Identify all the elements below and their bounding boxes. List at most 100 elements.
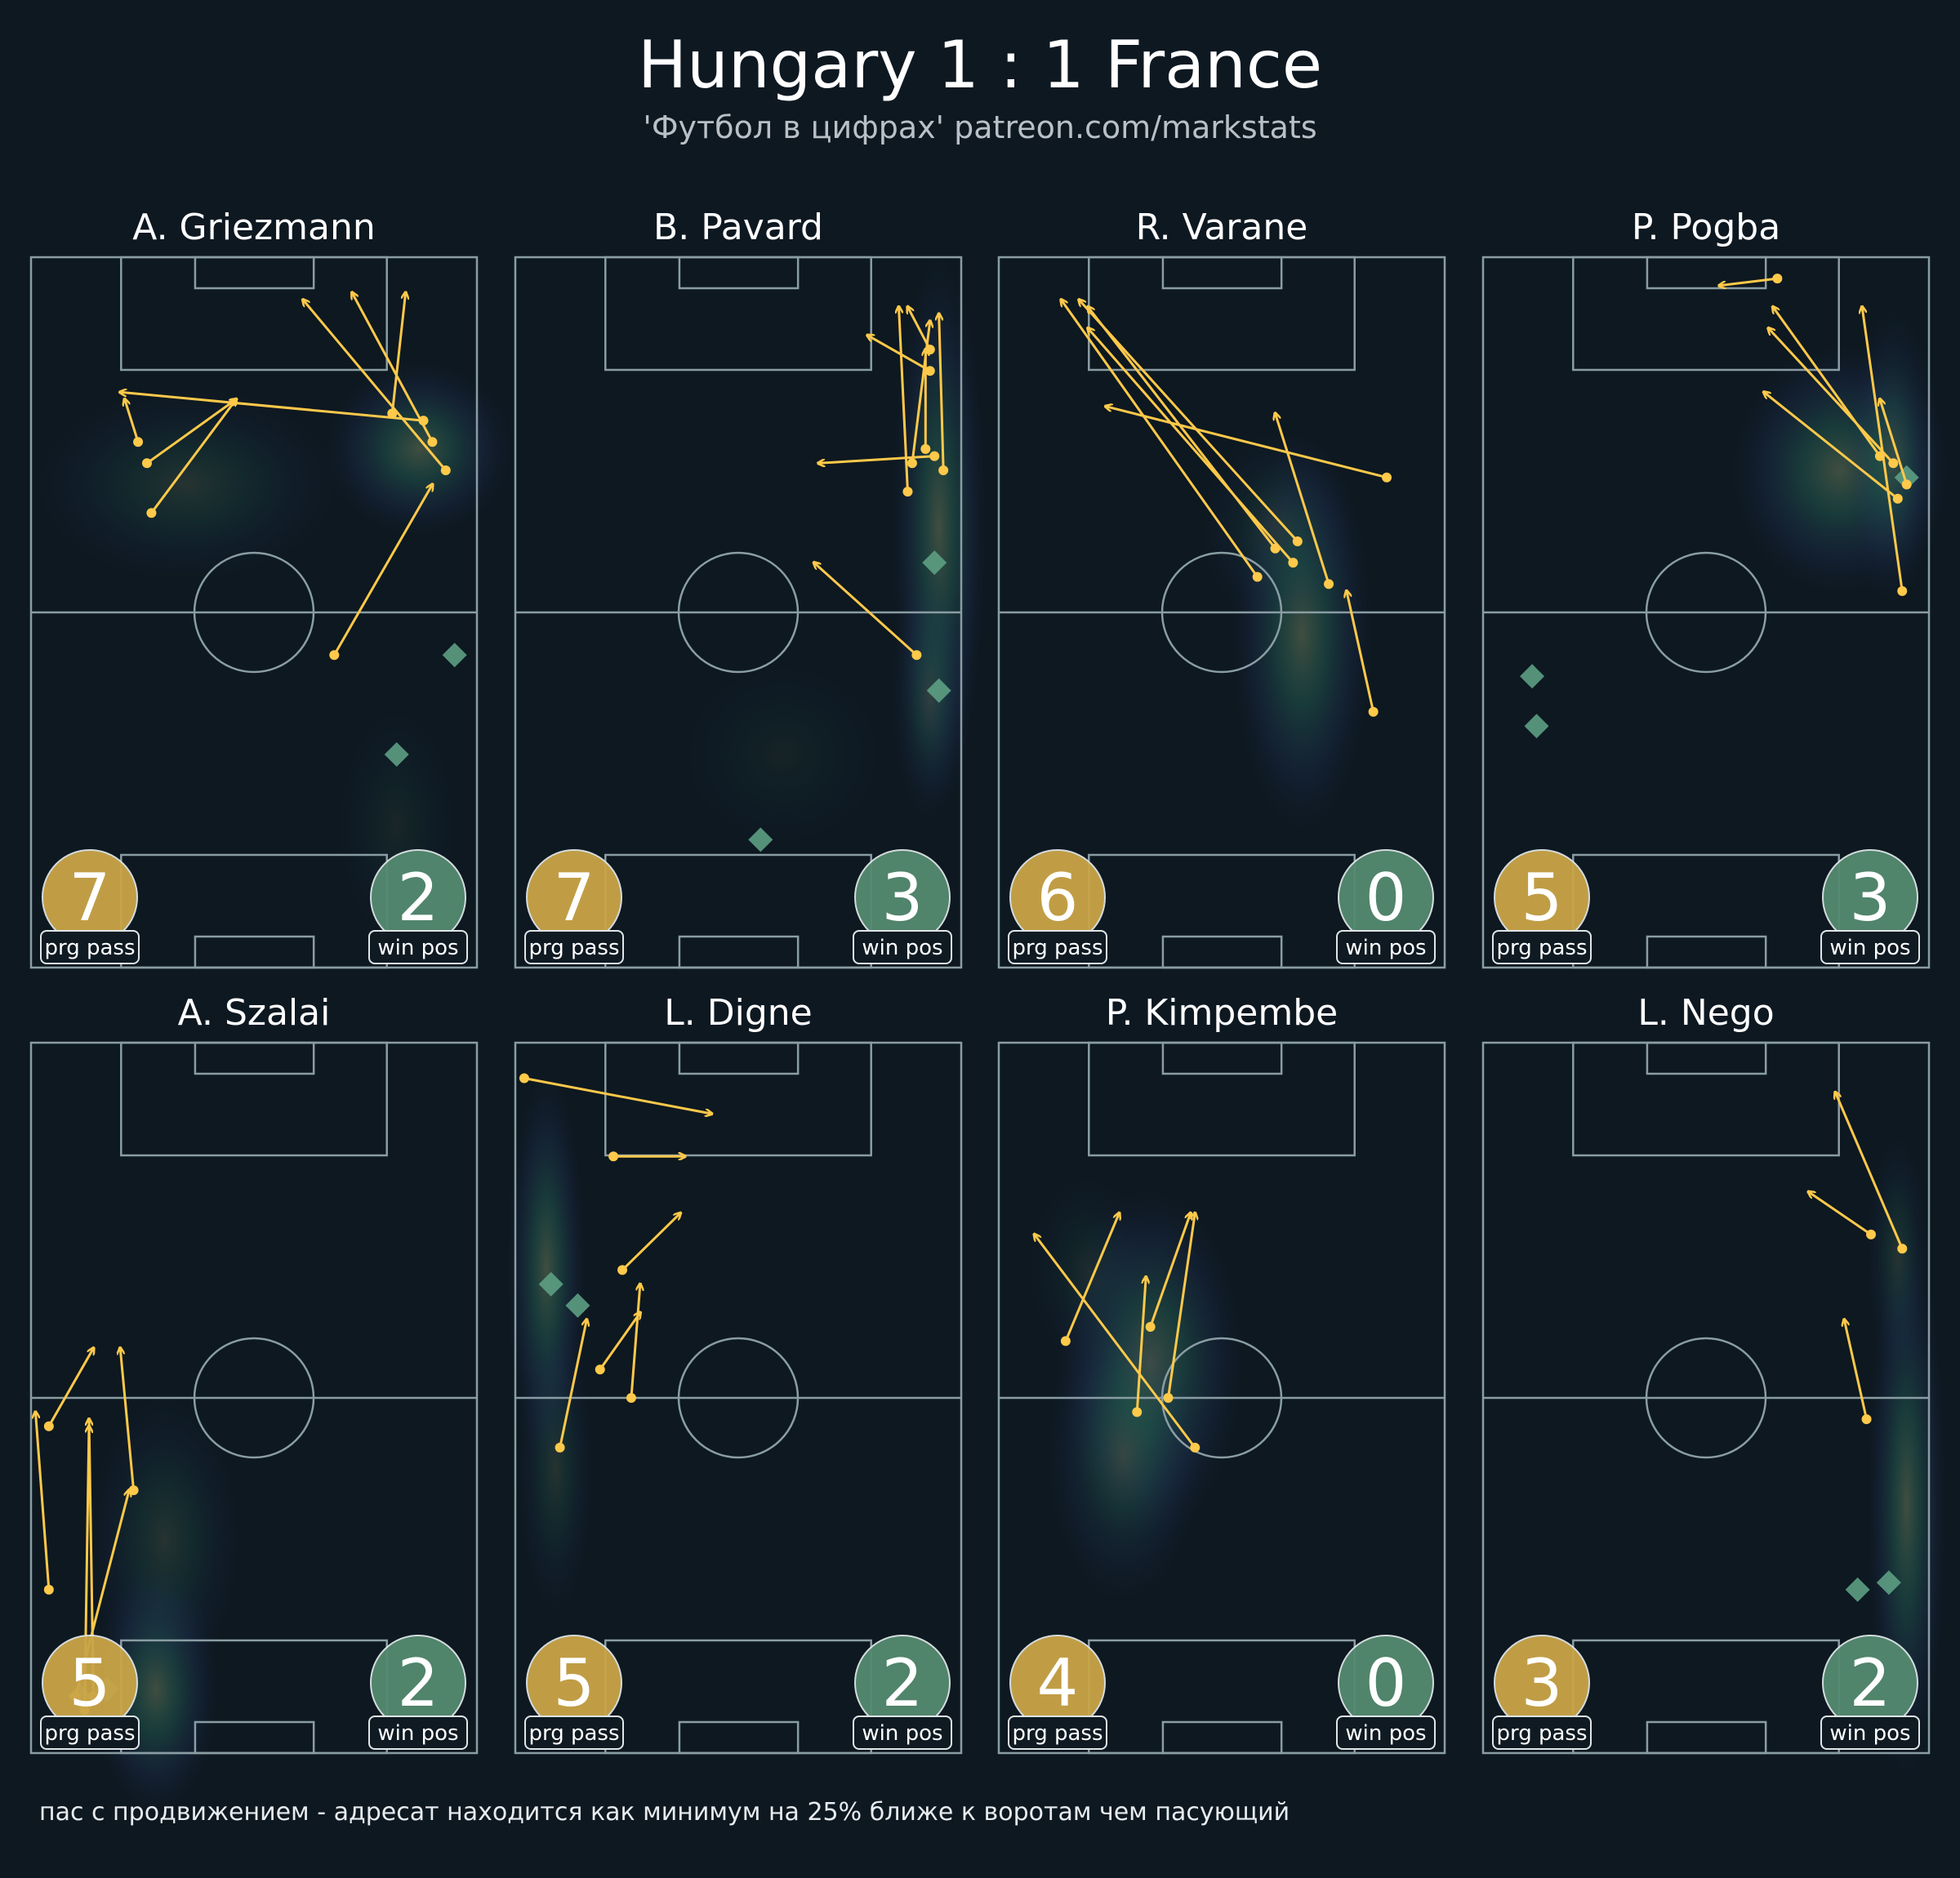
pass-arrow <box>1764 392 1899 500</box>
prg-pass-label: prg pass <box>1496 936 1587 960</box>
pass-origin-dot <box>920 443 931 454</box>
pass-arrow <box>1035 1235 1196 1449</box>
win-pos-count: 2 <box>882 1645 924 1721</box>
pass-arrow <box>630 1284 640 1399</box>
prg-pass-count: 5 <box>69 1645 111 1721</box>
win-pos-label-box <box>368 930 468 964</box>
prg-pass-label: prg pass <box>1012 1721 1102 1746</box>
pass-arrow <box>390 293 405 414</box>
win-position-marker <box>748 827 773 852</box>
heat-blob <box>323 359 515 539</box>
pass-arrow <box>899 307 909 492</box>
pass-arrow <box>1166 1213 1195 1399</box>
pass-origin-dot <box>329 650 340 661</box>
pass-origin-dot <box>1888 458 1899 469</box>
win-position-marker <box>1524 714 1549 739</box>
win-pos-count: 3 <box>1850 860 1891 936</box>
player-name: A. Szalai <box>178 992 331 1034</box>
prg-pass-label: prg pass <box>44 936 135 960</box>
bottom-six-yard-box <box>1161 935 1283 969</box>
heat-blob <box>26 382 348 587</box>
prg-pass-count: 5 <box>554 1645 595 1721</box>
win-position-marker <box>922 550 947 576</box>
pass-arrow <box>35 1412 51 1591</box>
bottom-six-yard-box <box>194 935 315 969</box>
top-six-yard-box <box>194 1041 315 1075</box>
pass-origin-dot <box>906 458 917 469</box>
pass-origin-dot <box>1145 1322 1156 1332</box>
win-position-marker <box>1520 664 1545 689</box>
win-pos-label: win pos <box>1345 936 1426 960</box>
center-circle <box>1160 551 1283 674</box>
win-position-marker <box>565 1293 590 1318</box>
pass-origin-dot <box>902 487 913 497</box>
pass-arrow <box>939 314 945 471</box>
pass-origin-dot <box>141 458 152 469</box>
win-pos-label-box <box>1336 1716 1436 1750</box>
pass-arrow <box>1106 407 1388 479</box>
pass-arrow <box>125 399 140 443</box>
pass-arrow <box>1079 300 1298 543</box>
pass-origin-dot <box>427 437 438 447</box>
pass-arrow <box>814 563 918 656</box>
pass-origin-dot <box>1861 1414 1872 1425</box>
pass-arrow <box>1276 413 1330 585</box>
top-six-yard-box <box>1161 1041 1283 1075</box>
pass-arrow <box>150 399 236 514</box>
pass-arrow <box>332 484 432 656</box>
pass-arrow <box>599 1313 640 1371</box>
heat-blob <box>1865 1128 1931 1384</box>
prg-pass-count: 6 <box>1037 860 1079 936</box>
pass-origin-dot <box>555 1442 565 1453</box>
prg-pass-count: 7 <box>554 860 595 936</box>
top-six-yard-box <box>1646 1041 1767 1075</box>
pass-origin-dot <box>608 1151 619 1162</box>
win-position-marker <box>1845 1577 1870 1602</box>
win-pos-label: win pos <box>1829 936 1910 960</box>
prg-pass-label-box <box>1008 1716 1107 1750</box>
pass-origin-dot <box>929 451 940 461</box>
pass-arrow <box>867 336 931 372</box>
bottom-six-yard-box <box>678 935 800 969</box>
center-circle <box>193 1337 315 1459</box>
pass-arrow <box>1768 328 1895 465</box>
top-six-yard-box <box>1161 256 1283 290</box>
heat-blob <box>1043 1301 1205 1609</box>
pass-origin-dot <box>1897 585 1908 596</box>
pass-origin-dot <box>938 465 949 475</box>
win-pos-label-box <box>1820 1716 1920 1750</box>
pass-arrow <box>146 399 236 465</box>
page-title: Hungary 1 : 1 France <box>637 27 1323 103</box>
win-pos-label-box <box>1336 930 1436 964</box>
pass-origin-dot <box>626 1393 636 1403</box>
pass-origin-dot <box>440 465 451 475</box>
win-pos-label-box <box>1820 930 1920 964</box>
prg-pass-count: 7 <box>69 860 111 936</box>
win-pos-label-box <box>853 930 952 964</box>
win-pos-label: win pos <box>377 936 458 960</box>
pass-origin-dot <box>1772 274 1783 284</box>
prg-pass-label-box <box>1008 930 1107 964</box>
heat-blob <box>889 569 970 826</box>
win-pos-label: win pos <box>377 1721 458 1746</box>
pass-origin-dot <box>1292 536 1303 546</box>
win-pos-label: win pos <box>862 1721 942 1746</box>
player-name: A. Griezmann <box>132 207 375 248</box>
win-pos-label-box <box>853 1716 952 1750</box>
win-pos-count: 3 <box>882 860 924 936</box>
pass-origin-dot <box>1190 1442 1200 1453</box>
prg-pass-label-box <box>40 930 140 964</box>
pass-arrow <box>120 392 424 422</box>
pass-arrow <box>559 1319 587 1449</box>
win-pos-label: win pos <box>862 936 942 960</box>
heat-blob <box>515 1315 596 1622</box>
pass-origin-dot <box>1132 1407 1143 1417</box>
center-circle <box>1645 551 1767 674</box>
pass-origin-dot <box>595 1364 605 1375</box>
heat-blob <box>1845 302 1942 610</box>
